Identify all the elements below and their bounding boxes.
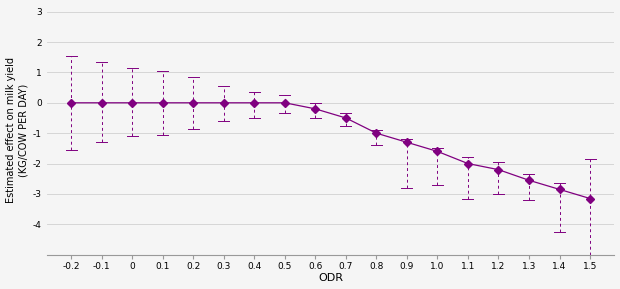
X-axis label: ODR: ODR	[318, 273, 343, 284]
Y-axis label: Estimated effect on milk yield
(KG/COW PER DAY): Estimated effect on milk yield (KG/COW P…	[6, 57, 29, 203]
